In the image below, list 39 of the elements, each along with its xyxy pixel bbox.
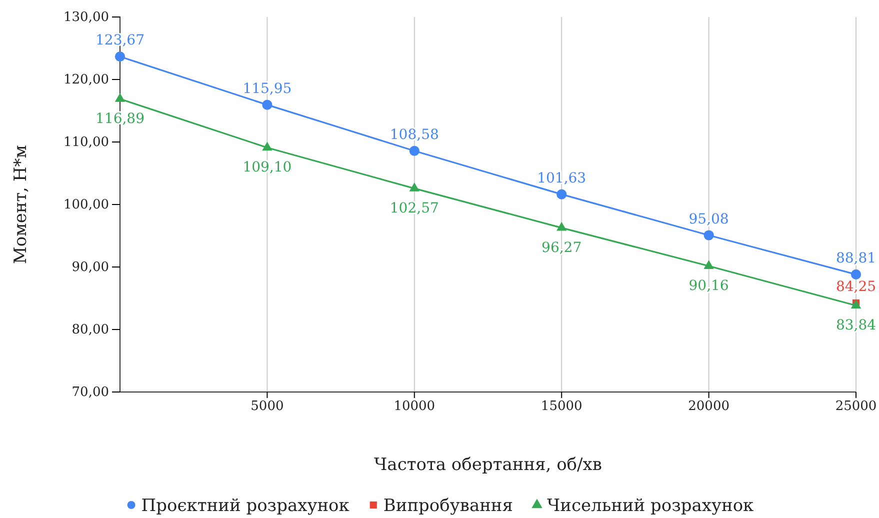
data-label: 109,10 [242, 160, 292, 176]
data-label: 102,57 [390, 200, 439, 216]
point [262, 100, 272, 110]
point [409, 182, 420, 192]
y-tick-label: 90,00 [72, 260, 109, 276]
data-label: 115,95 [242, 80, 292, 97]
data-label: 101,63 [537, 170, 586, 186]
legend-label: Випробування [383, 496, 513, 516]
point [262, 142, 272, 151]
x-tick-label: 10000 [394, 399, 436, 414]
y-tick-label: 70,00 [72, 385, 109, 400]
x-tick-label: 5000 [250, 399, 284, 414]
legend-label: Проєктний розрахунок [141, 496, 350, 516]
point [114, 52, 126, 62]
point [556, 189, 567, 200]
data-label: 108,58 [390, 126, 439, 143]
y-tick-label: 80,00 [72, 322, 109, 338]
y-tick-label: 100,00 [64, 198, 109, 213]
x-tick-label: 25000 [835, 399, 877, 414]
y-tick-label: 120,00 [64, 72, 109, 88]
data-label: 83,84 [836, 318, 876, 334]
x-tick-label: 20000 [688, 399, 730, 414]
point [704, 260, 714, 269]
y-tick-label: 130,00 [64, 10, 109, 26]
data-label: 95,08 [688, 211, 729, 228]
x-tick-label: 15000 [540, 399, 582, 414]
point [556, 222, 567, 231]
data-label: 84,25 [836, 278, 876, 295]
data-label: 90,16 [688, 278, 729, 294]
point [409, 146, 420, 156]
point [704, 230, 714, 240]
x-axis-title: Частота обертання, об/хв [374, 455, 602, 475]
y-tick-label: 110,00 [64, 135, 109, 150]
data-label: 96,27 [542, 240, 582, 256]
data-label: 88,81 [836, 250, 876, 266]
point [850, 269, 862, 280]
y-axis-title: Момент, Н*м [11, 144, 31, 264]
legend-label: Чисельний розрахунок [546, 496, 754, 516]
point [114, 93, 126, 102]
